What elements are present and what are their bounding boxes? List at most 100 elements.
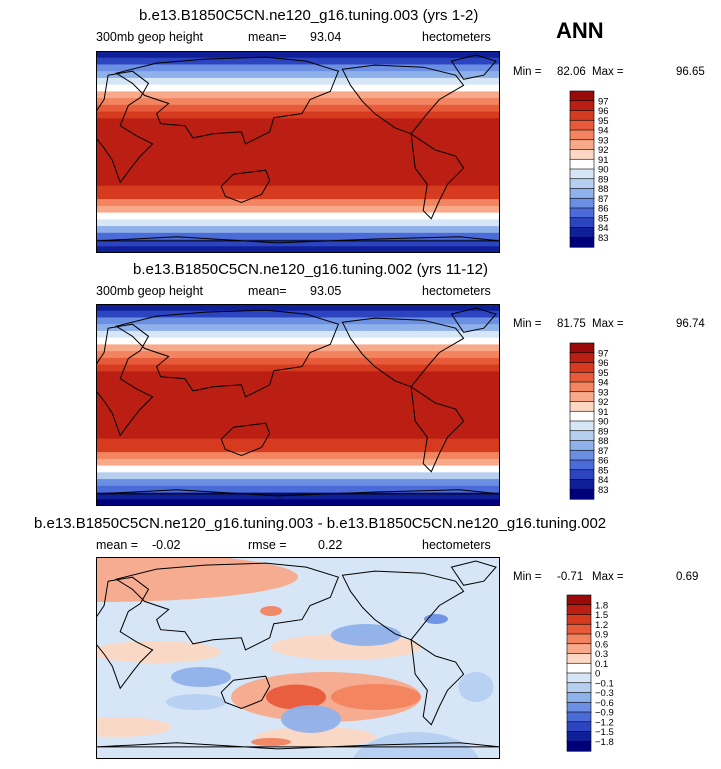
coastline-4 xyxy=(410,385,465,473)
colorbar-swatch xyxy=(569,227,595,238)
colorbar-tick-label: 90 xyxy=(598,165,609,176)
colorbar-swatch xyxy=(566,614,592,625)
panel2-min-value: 81.75 xyxy=(557,318,586,330)
colorbar-tick-label: 87 xyxy=(598,446,609,457)
colorbar-swatch xyxy=(569,139,595,151)
diff-anomaly xyxy=(331,624,401,646)
lat-band xyxy=(96,371,500,379)
lat-band xyxy=(96,418,500,426)
colorbar-tick-label: 89 xyxy=(598,426,609,437)
panel1-map xyxy=(96,51,500,253)
lat-band xyxy=(96,337,500,345)
colorbar-swatch xyxy=(569,401,595,412)
colorbar-tick-label: −0.3 xyxy=(595,688,614,699)
colorbar-swatch xyxy=(569,410,595,422)
diff-anomaly xyxy=(260,606,282,616)
colorbar-swatch xyxy=(569,352,595,364)
lat-band xyxy=(96,158,500,167)
coastline-3 xyxy=(341,317,465,388)
colorbar-tick-label: 0.3 xyxy=(595,649,608,660)
lat-band xyxy=(96,185,500,193)
colorbar-swatch xyxy=(566,594,592,606)
colorbar-tick-label: 89 xyxy=(598,174,609,185)
coastline-0 xyxy=(96,576,154,690)
panel3-mean-label: mean = xyxy=(96,538,139,552)
diff-anomaly xyxy=(166,694,226,710)
lat-band xyxy=(96,472,500,480)
coastline-5 xyxy=(450,54,497,80)
colorbar-swatch xyxy=(569,479,595,490)
colorbar-tick-label: 92 xyxy=(598,397,609,408)
diff-anomaly xyxy=(96,557,298,602)
lat-band xyxy=(96,317,500,325)
colorbar-tick-label: 86 xyxy=(598,456,609,467)
colorbar-tick-label: 90 xyxy=(598,417,609,428)
colorbar-tick-label: 95 xyxy=(598,368,609,379)
colorbar-tick-label: 0 xyxy=(595,669,600,680)
lat-band xyxy=(96,304,500,312)
season-label: ANN xyxy=(556,18,604,43)
lat-band xyxy=(96,384,500,393)
panel3-rmse-label: rmse = xyxy=(248,538,287,552)
colorbar-swatch xyxy=(569,168,595,180)
lat-band xyxy=(96,492,500,500)
colorbar-swatch xyxy=(569,430,595,442)
lat-band xyxy=(96,152,500,160)
coastline-2 xyxy=(220,675,271,710)
colorbar-swatch xyxy=(566,682,592,694)
map-frame xyxy=(96,557,500,759)
lat-band xyxy=(96,57,500,66)
colorbar-tick-label: 1.5 xyxy=(595,610,608,621)
colorbar-tick-label: 93 xyxy=(598,387,609,398)
coastline-2 xyxy=(220,422,271,457)
coastline-5 xyxy=(450,560,497,586)
colorbar-tick-label: 1.8 xyxy=(595,600,608,611)
lat-band xyxy=(96,199,500,207)
diff-anomaly xyxy=(96,717,171,737)
colorbar-swatch xyxy=(569,119,595,131)
colorbar-swatch xyxy=(569,469,595,481)
colorbar-tick-label: 93 xyxy=(598,135,609,146)
panel2-mean-value: 93.05 xyxy=(310,284,342,298)
lat-band xyxy=(96,391,500,399)
panel3-max-value: 0.69 xyxy=(676,571,699,583)
colorbar-tick-label: 88 xyxy=(598,436,609,447)
colorbar-swatch xyxy=(566,692,592,703)
lat-band xyxy=(96,452,500,460)
colorbar-swatch xyxy=(569,420,595,432)
colorbar-tick-label: 1.2 xyxy=(595,620,608,631)
colorbar-tick-label: 88 xyxy=(598,184,609,195)
panel1-mean-label: mean= xyxy=(248,30,287,44)
coastline-6 xyxy=(96,742,500,750)
diff-anomaly xyxy=(251,738,291,746)
colorbar-swatch xyxy=(566,731,592,742)
colorbar-tick-label: 92 xyxy=(598,145,609,156)
colorbar-tick-label: 87 xyxy=(598,194,609,205)
panel3-min-label: Min = xyxy=(513,571,542,583)
colorbar-swatch xyxy=(566,662,592,674)
colorbar-tick-label: 95 xyxy=(598,116,609,127)
colorbar-tick-label: 97 xyxy=(598,96,609,107)
colorbar-swatch xyxy=(566,740,592,752)
lat-band xyxy=(96,364,500,372)
colorbar-swatch xyxy=(569,362,595,373)
panel2-variable: 300mb geop height xyxy=(96,284,204,298)
panel3-title: b.e13.B1850C5CN.ne120_g16.tuning.003 - b… xyxy=(34,515,607,532)
lat-band xyxy=(96,125,500,133)
diff-anomaly xyxy=(171,667,231,687)
coastline-6 xyxy=(96,236,500,244)
colorbar-swatch xyxy=(569,342,595,354)
lat-band xyxy=(96,398,500,406)
lat-band xyxy=(96,431,500,440)
colorbar-tick-label: 94 xyxy=(598,126,609,137)
colorbar-swatch xyxy=(569,129,595,141)
panel3-rmse-value: 0.22 xyxy=(318,538,343,552)
coastline-4 xyxy=(410,638,465,726)
colorbar-swatch xyxy=(569,158,595,170)
panel3-mean-value: -0.02 xyxy=(152,538,181,552)
colorbar-swatch xyxy=(569,371,595,383)
colorbar-tick-label: 97 xyxy=(598,348,609,359)
coastline-5 xyxy=(450,307,497,333)
coastline-1 xyxy=(114,562,340,651)
panel2-title: b.e13.B1850C5CN.ne120_g16.tuning.002 (yr… xyxy=(133,261,488,278)
